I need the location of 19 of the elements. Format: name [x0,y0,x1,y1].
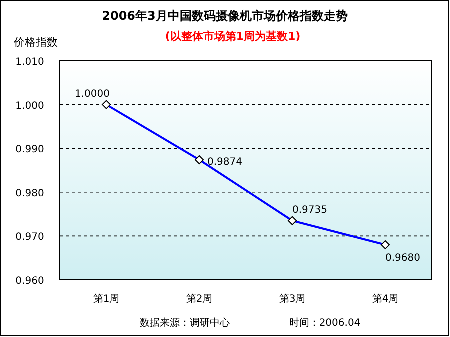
y-tick-label: 1.000 [16,100,44,112]
source-note: 数据来源：调研中心 [140,317,230,329]
y-axis-title: 价格指数 [13,36,58,49]
chart-title: 2006年3月中国数码摄像机市场价格指数走势 [102,9,348,23]
data-label: 0.9680 [386,252,420,264]
y-tick-label: 0.990 [16,144,44,156]
y-tick-label: 1.010 [16,57,44,68]
y-tick-label: 0.980 [16,188,44,200]
data-label: 0.9735 [292,204,328,216]
x-tick-label: 第2周 [186,293,213,305]
data-label: 0.9874 [208,156,242,168]
x-tick-label: 第3周 [279,293,306,305]
chart-subtitle: (以整体市场第1周为基数1) [165,30,301,43]
text: 时间：2006.04 [289,317,361,329]
x-tick-label: 第1周 [93,293,120,305]
y-tick-label: 0.970 [16,232,44,244]
data-label: 1.0000 [75,88,110,100]
y-tick-label: 0.960 [16,276,44,287]
x-tick-label: 第4周 [372,293,399,305]
